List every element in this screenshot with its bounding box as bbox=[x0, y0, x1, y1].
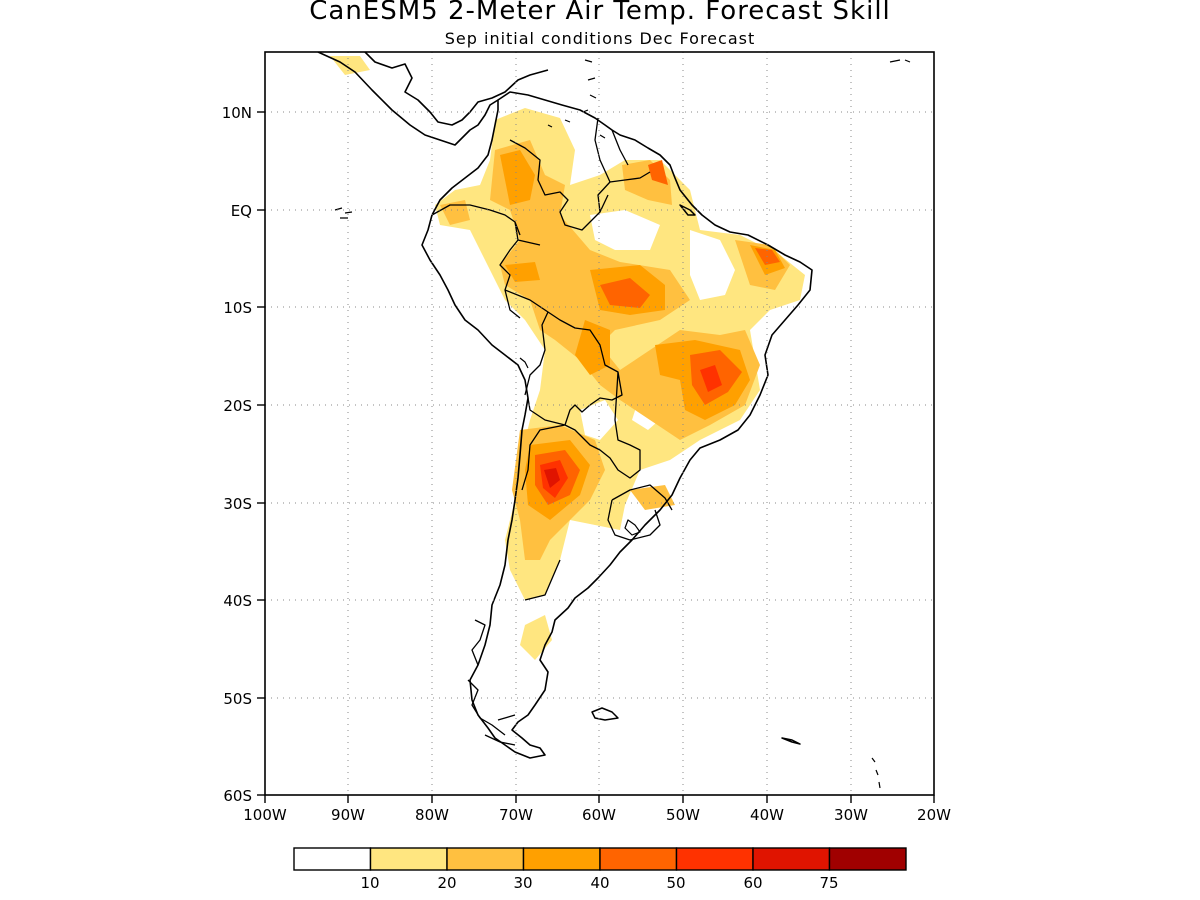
skill-region-30-40-f bbox=[505, 262, 540, 282]
lon-tick-label: 50W bbox=[666, 806, 700, 824]
galapagos-islands bbox=[334, 207, 353, 219]
legend-box bbox=[675, 847, 754, 871]
lon-tick-label: 80W bbox=[415, 806, 449, 824]
skill-shading bbox=[330, 56, 805, 660]
skill-region-10-20-north bbox=[330, 56, 370, 75]
legend-box bbox=[446, 847, 525, 871]
skill-hole bbox=[590, 210, 660, 250]
legend-labels: 10 20 30 40 50 60 75 bbox=[360, 874, 838, 892]
lon-tick-labels: 100W 90W 80W 70W 60W 50W 40W 30W 20W bbox=[243, 806, 951, 824]
country-borders bbox=[431, 117, 673, 721]
south-america-coast bbox=[421, 91, 813, 759]
legend-label: 30 bbox=[513, 874, 532, 892]
legend-boxes bbox=[293, 847, 907, 871]
legend-box bbox=[522, 847, 601, 871]
legend-label: 75 bbox=[819, 874, 838, 892]
lat-tick-label: EQ bbox=[231, 202, 252, 220]
central-america-coast-north bbox=[364, 52, 549, 126]
skill-region-40-50 bbox=[600, 278, 650, 308]
lagoa-dos-patos bbox=[624, 519, 641, 536]
legend-box bbox=[599, 847, 678, 871]
amazon-delta bbox=[679, 204, 696, 216]
skill-region-30-40 bbox=[500, 150, 535, 205]
legend-label: 40 bbox=[590, 874, 609, 892]
skill-region-30-40-c bbox=[575, 320, 610, 375]
skill-region-60-75 bbox=[544, 468, 560, 488]
legend-label: 50 bbox=[666, 874, 685, 892]
legend-box bbox=[369, 847, 448, 871]
lat-tick-label: 50S bbox=[223, 690, 252, 708]
lat-tick-label: 30S bbox=[223, 495, 252, 513]
falkland-islands bbox=[591, 707, 619, 721]
lat-tick-label: 10S bbox=[223, 299, 252, 317]
legend-box bbox=[752, 847, 831, 871]
lon-tick-label: 90W bbox=[331, 806, 365, 824]
legend-box bbox=[828, 847, 907, 871]
lon-tick-label: 30W bbox=[834, 806, 868, 824]
central-america-coast bbox=[317, 52, 499, 146]
lon-tick-label: 60W bbox=[582, 806, 616, 824]
color-legend: 10 20 30 40 50 60 75 bbox=[293, 847, 907, 892]
lake-titicaca bbox=[519, 357, 529, 369]
skill-hole bbox=[580, 400, 618, 440]
map-content bbox=[265, 52, 934, 795]
legend-label: 20 bbox=[437, 874, 456, 892]
lon-tick-label: 100W bbox=[243, 806, 287, 824]
skill-region-40-50-e bbox=[648, 160, 668, 185]
skill-region-50-60-b bbox=[700, 365, 722, 392]
legend-label: 60 bbox=[743, 874, 762, 892]
coastlines bbox=[317, 52, 911, 789]
lat-tick-labels: 10N EQ 10S 20S 30S 40S 50S 60S bbox=[222, 104, 252, 805]
map-subtitle: Sep initial conditions Dec Forecast bbox=[444, 29, 756, 48]
lat-tick-label: 40S bbox=[223, 592, 252, 610]
map-title: CanESM5 2-Meter Air Temp. Forecast Skill bbox=[309, 0, 891, 26]
lon-tick-label: 20W bbox=[917, 806, 951, 824]
caribbean-islands bbox=[547, 59, 911, 139]
patagonia-islands bbox=[467, 619, 516, 746]
skill-hole bbox=[690, 230, 735, 300]
axis-ticks bbox=[257, 111, 935, 803]
skill-region-20-30-e bbox=[630, 485, 675, 510]
south-georgia bbox=[781, 737, 801, 745]
lon-tick-label: 40W bbox=[750, 806, 784, 824]
legend-box bbox=[293, 847, 372, 871]
south-sandwich-islands bbox=[871, 757, 881, 789]
lat-tick-label: 60S bbox=[223, 787, 252, 805]
lat-tick-label: 20S bbox=[223, 397, 252, 415]
lat-tick-label: 10N bbox=[222, 104, 252, 122]
legend-label: 10 bbox=[360, 874, 379, 892]
lon-tick-label: 70W bbox=[499, 806, 533, 824]
skill-region-10-20-south bbox=[520, 615, 552, 660]
